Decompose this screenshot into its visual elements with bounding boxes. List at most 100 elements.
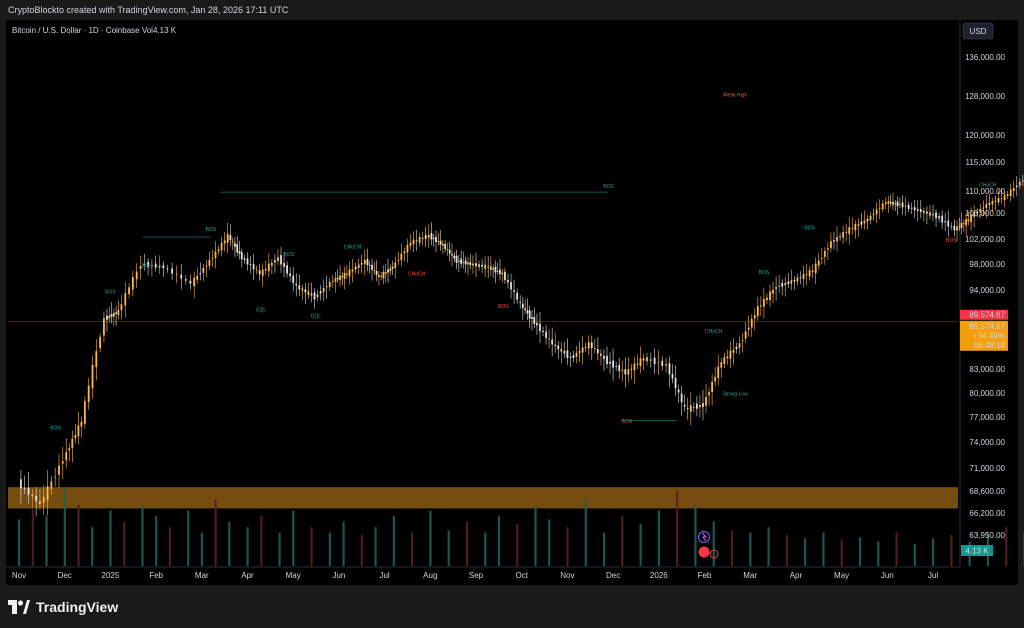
x-tick-label: Jun (332, 571, 345, 580)
volume-bar (310, 527, 313, 566)
y-tick-label: 106,000.00 (965, 209, 1006, 218)
candle-body (258, 270, 261, 275)
candle-body (339, 275, 341, 281)
candle-body (833, 240, 835, 242)
candle-body (802, 273, 805, 280)
y-tick-label: 74,000.00 (969, 438, 1005, 447)
candle-body (95, 351, 98, 368)
volume-bar (45, 516, 48, 566)
last-price-value: 89,574.67 (969, 310, 1005, 319)
candle-body (551, 339, 554, 345)
tradingview-logo[interactable]: TradingView (8, 596, 118, 618)
candle-body (649, 359, 652, 361)
candle-body (805, 274, 808, 276)
candle-body (729, 350, 732, 359)
candle-body (351, 269, 354, 272)
candle-body (246, 258, 249, 265)
candle-body (548, 338, 551, 340)
price-box-countdown: 06:48:14 (974, 341, 1006, 350)
candle-body (926, 211, 928, 214)
candle-body (325, 286, 328, 288)
candle-body (894, 203, 897, 205)
candle-body (557, 345, 560, 350)
candle-body (214, 251, 217, 259)
x-tick-label: Jun (881, 571, 894, 580)
volume-bar (411, 532, 414, 566)
y-tick-label: 80,000.00 (969, 389, 1005, 398)
volume-bar (246, 527, 249, 566)
candle-body (211, 258, 214, 259)
candle-body (229, 235, 232, 241)
candle-body (898, 204, 901, 206)
candle-body (702, 403, 704, 407)
candle-body (842, 232, 845, 238)
candle-body (264, 268, 267, 271)
annotation-choch: CHoCH (705, 329, 723, 335)
candle-body (143, 264, 146, 265)
candle-body (435, 236, 437, 243)
candle-body (80, 421, 83, 427)
candle-body (869, 215, 872, 221)
candle-body (341, 276, 344, 278)
y-tick-label: 102,000.00 (965, 235, 1006, 244)
volume-bar (228, 521, 231, 566)
candle-body (77, 425, 80, 437)
candle-body (460, 258, 463, 264)
candle-body (929, 212, 931, 216)
candle-body (677, 389, 680, 393)
x-tick-label: 2025 (102, 571, 120, 580)
candle-body (106, 315, 108, 320)
currency-button[interactable] (962, 22, 994, 40)
candle-body (823, 251, 826, 257)
indicator-icon[interactable] (698, 531, 710, 543)
candle-body (252, 264, 255, 270)
candle-body (58, 465, 60, 475)
candle-body (904, 206, 907, 207)
flag-event-icon[interactable] (698, 546, 710, 558)
candle-body (71, 438, 74, 449)
candle-body (451, 253, 453, 256)
candle-body (932, 214, 934, 216)
candle-body (99, 337, 102, 349)
candle-body (387, 269, 389, 273)
candle-body (418, 236, 421, 243)
volume-bar (804, 538, 807, 566)
candle-body (180, 274, 183, 279)
candle-body (406, 244, 409, 253)
candle-body (357, 264, 360, 268)
candle-body (151, 265, 153, 266)
candle-body (255, 269, 258, 271)
candle-body (539, 323, 541, 332)
candle-body (910, 207, 913, 209)
candle-body (231, 241, 234, 243)
candle-body (110, 314, 113, 317)
candle-body (499, 269, 501, 275)
event-marker-icon (709, 549, 719, 559)
candle-body (83, 401, 86, 424)
candle-body (590, 342, 593, 348)
candle-body (375, 270, 378, 275)
candle-body (496, 271, 499, 272)
x-tick-label: Mar (195, 571, 209, 580)
candle-body (193, 277, 196, 287)
candle-body (274, 260, 276, 263)
candle-body (46, 486, 49, 501)
candle-body (27, 487, 30, 495)
candle-body (817, 260, 820, 266)
candle-body (860, 221, 863, 225)
volume-bar (785, 534, 788, 566)
candle-body (811, 270, 814, 273)
volume-bar (109, 510, 112, 566)
annotation-choch: CHoCH (408, 272, 426, 278)
candle-body (878, 208, 881, 210)
candle-body (289, 273, 292, 276)
candle-body (575, 352, 578, 357)
demand-zone (8, 487, 958, 509)
candle-body (31, 494, 34, 497)
candle-body (368, 264, 371, 266)
candle-body (875, 209, 878, 215)
candle-body (519, 301, 522, 303)
annotation-choch: CHoCH (979, 182, 997, 188)
candle-body (953, 225, 956, 231)
